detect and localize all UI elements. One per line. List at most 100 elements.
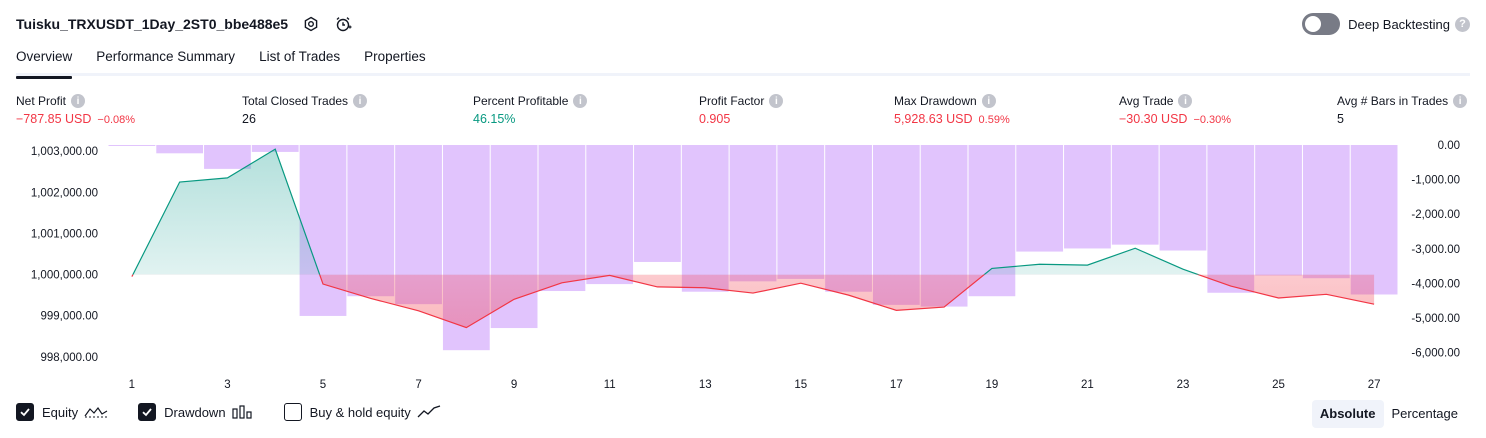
x-tick-label: 13: [699, 379, 712, 391]
metric-value: 26: [242, 112, 256, 126]
strategy-title: Tuisku_TRXUSDT_1Day_2ST0_bbe488e5: [16, 16, 289, 32]
drawdown-bar: [634, 145, 681, 262]
metric-total-closed-trades: Total Closed Trades i 26: [242, 92, 368, 126]
y-right-tick-label: -3,000.00: [1411, 244, 1460, 256]
metric-avg-trade: Avg Trade i −30.30 USD −0.30%: [1119, 92, 1231, 126]
drawdown-bar: [1159, 145, 1207, 251]
y-right-tick-label: -4,000.00: [1411, 278, 1460, 290]
x-tick-label: 25: [1272, 379, 1285, 391]
metric-label: Avg # Bars in Trades: [1337, 94, 1449, 108]
metric-max-drawdown: Max Drawdown i 5,928.63 USD 0.59%: [894, 92, 1010, 126]
info-icon[interactable]: i: [769, 94, 784, 108]
metric-value: 46.15%: [473, 112, 516, 126]
metric-percent: 0.59%: [978, 114, 1010, 126]
tab-list-of-trades[interactable]: List of Trades: [259, 49, 341, 64]
metric-label: Total Closed Trades: [242, 94, 349, 108]
deep-backtesting-toggle[interactable]: [1302, 13, 1341, 35]
info-icon[interactable]: i: [981, 94, 996, 108]
legend-equity[interactable]: Equity: [16, 403, 108, 421]
drawdown-bar: [1016, 145, 1064, 252]
strategy-header: Tuisku_TRXUSDT_1Day_2ST0_bbe488e5: [16, 12, 352, 36]
tab-overview[interactable]: Overview: [16, 44, 73, 79]
equity-line-positive: [132, 148, 1200, 275]
tab-properties[interactable]: Properties: [364, 49, 426, 64]
y-left-tick-label: 1,000,000.00: [31, 270, 98, 282]
metric-percent: −0.08%: [97, 114, 136, 126]
drawdown-bar: [1255, 145, 1302, 276]
y-left-tick-label: 1,002,000.00: [31, 187, 98, 199]
y-left-tick-label: 998,000.00: [40, 352, 98, 364]
absolute-button[interactable]: Absolute: [1311, 400, 1384, 428]
x-tick-label: 3: [224, 379, 230, 391]
x-axis-labels: 1 3 5 7 9 11 13 15 17 19 21 23 25 27: [129, 379, 1381, 391]
alarm-clock-icon[interactable]: [334, 15, 352, 33]
equity-drawdown-chart[interactable]: 998,000.00 999,000.00 1,000,000.00 1,001,00…: [0, 140, 1486, 395]
info-icon[interactable]: i: [573, 94, 588, 108]
x-tick-label: 7: [415, 379, 421, 391]
info-icon[interactable]: i: [353, 94, 368, 108]
buy-hold-line-icon: [417, 405, 441, 419]
drawdown-bar: [729, 145, 777, 282]
metric-label: Avg Trade: [1119, 94, 1174, 108]
y-left-tick-label: 1,001,000.00: [31, 228, 98, 240]
drawdown-bar: [1111, 145, 1159, 245]
drawdown-bar: [347, 145, 395, 297]
metric-label: Net Profit: [16, 94, 67, 108]
legend-buy-hold[interactable]: Buy & hold equity: [283, 403, 441, 421]
info-icon[interactable]: i: [1178, 94, 1193, 108]
metric-label: Profit Factor: [699, 94, 765, 108]
legend-drawdown-label: Drawdown: [164, 404, 226, 420]
drawdown-checkbox[interactable]: [138, 403, 157, 421]
metric-value: 5: [1337, 112, 1344, 126]
metric-value: 0.905: [699, 112, 731, 126]
metric-profit-factor: Profit Factor i 0.905: [699, 92, 784, 126]
equity-line: [131, 148, 1375, 329]
y-left-tick-label: 999,000.00: [40, 311, 98, 323]
x-tick-label: 21: [1081, 379, 1094, 391]
equity-checkbox[interactable]: [16, 403, 34, 421]
x-tick-label: 9: [511, 379, 517, 391]
y-right-tick-label: -2,000.00: [1411, 209, 1460, 221]
equity-negative-fill: [131, 274, 1375, 328]
y-right-tick-label: 0.00: [1438, 140, 1460, 152]
settings-gear-icon[interactable]: [302, 15, 320, 33]
drawdown-bar: [1350, 145, 1398, 295]
info-icon[interactable]: i: [71, 94, 86, 108]
percentage-button[interactable]: Percentage: [1391, 406, 1459, 421]
tab-performance-summary[interactable]: Performance Summary: [96, 49, 236, 64]
left-axis-labels: 998,000.00 999,000.00 1,000,000.00 1,001,00…: [31, 146, 98, 364]
info-icon[interactable]: i: [1453, 94, 1468, 108]
tab-bar: Overview Performance Summary List of Tra…: [16, 44, 1470, 79]
help-icon[interactable]: ?: [1455, 16, 1470, 32]
metric-label: Percent Profitable: [473, 94, 569, 108]
y-right-tick-label: -5,000.00: [1411, 313, 1460, 325]
legend-drawdown[interactable]: Drawdown: [138, 403, 253, 421]
toggle-knob: [1305, 16, 1322, 32]
metric-avg-bars: Avg # Bars in Trades i 5: [1337, 92, 1468, 126]
y-right-tick-label: -6,000.00: [1411, 348, 1460, 360]
drawdown-bar: [299, 145, 347, 316]
drawdown-bars-icon: [231, 405, 254, 419]
drawdown-bar: [586, 145, 634, 285]
metric-label: Max Drawdown: [894, 94, 977, 108]
x-tick-label: 5: [320, 379, 326, 391]
y-right-tick-label: -1,000.00: [1411, 175, 1460, 187]
metric-percent-profitable: Percent Profitable i 46.15%: [473, 92, 588, 126]
value-mode-switch: Absolute Percentage: [1311, 400, 1466, 428]
equity-positive-fill: [131, 149, 1375, 275]
metric-value: −30.30 USD: [1119, 112, 1188, 126]
drawdown-bar: [108, 145, 156, 146]
x-tick-label: 17: [890, 379, 903, 391]
metric-percent: −0.30%: [1193, 114, 1232, 126]
chart-legend: Equity Drawdown Buy & hold equity: [16, 403, 471, 421]
metrics-row: Net Profit i −787.85 USD −0.08% Total Clos…: [0, 92, 1486, 132]
drawdown-bar: [1302, 145, 1350, 279]
drawdown-bar: [681, 145, 729, 292]
drawdown-bar: [538, 145, 586, 292]
x-tick-label: 15: [794, 379, 807, 391]
equity-area: [131, 149, 1375, 328]
deep-backtesting-label: Deep Backtesting: [1348, 16, 1450, 32]
right-axis-labels: 0.00 -1,000.00 -2,000.00 -3,000.00 -4,000.00…: [1411, 140, 1460, 360]
equity-line-negative: [131, 274, 1375, 329]
buy-hold-checkbox[interactable]: [283, 403, 302, 421]
